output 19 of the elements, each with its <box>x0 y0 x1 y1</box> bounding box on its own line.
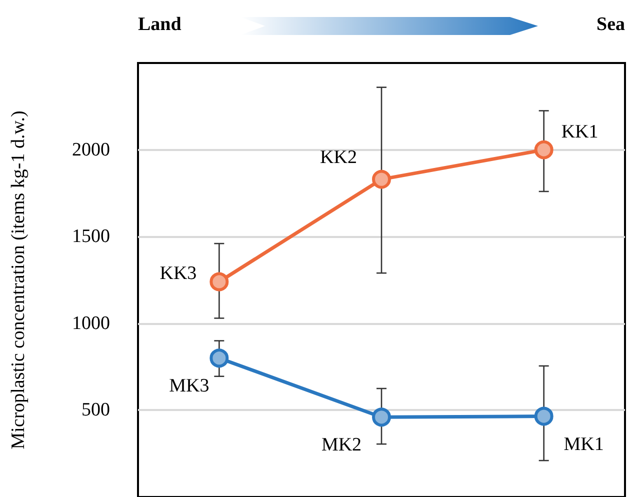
point <box>534 140 554 160</box>
data-label: MK1 <box>564 434 604 455</box>
data-label: MK3 <box>169 376 210 397</box>
point <box>210 348 229 368</box>
y-tick-label: 2000 <box>72 139 110 160</box>
data-label: KK2 <box>320 146 358 168</box>
point <box>372 170 391 189</box>
point <box>210 272 229 292</box>
point <box>372 408 391 427</box>
data-label: KK3 <box>160 263 197 284</box>
text: Land <box>138 14 182 36</box>
y-tick-label: 1500 <box>72 226 110 248</box>
y-axis-title: Microplastic concentration (items kg-1 d.w.) <box>8 110 29 450</box>
data-label: KK1 <box>561 121 598 142</box>
point <box>534 406 554 426</box>
y-tick-label: 500 <box>82 400 110 421</box>
text: Sea <box>596 14 625 36</box>
data-label: MK2 <box>321 434 362 456</box>
y-tick-label: 1000 <box>72 312 110 334</box>
